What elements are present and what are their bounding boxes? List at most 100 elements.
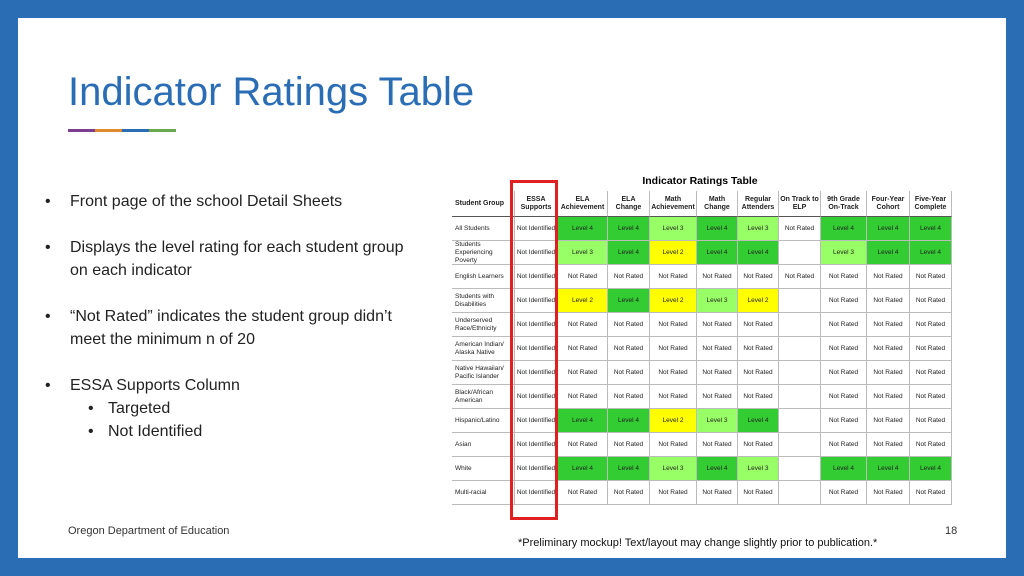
cell xyxy=(779,481,821,505)
cell: Level 2 xyxy=(738,289,779,313)
cell: Not Rated xyxy=(697,265,738,289)
accent xyxy=(122,129,149,132)
cell: Level 3 xyxy=(738,457,779,481)
cell: Not Rated xyxy=(650,361,697,385)
row-label: English Learners xyxy=(452,265,515,289)
cell: Not Rated xyxy=(608,313,650,337)
cell: Level 4 xyxy=(608,289,650,313)
cell xyxy=(779,385,821,409)
cell: Level 3 xyxy=(697,409,738,433)
bullet: Displays the level rating for each stude… xyxy=(45,236,405,282)
cell: Not Rated xyxy=(558,385,608,409)
cell: Not Rated xyxy=(910,481,952,505)
cell: Not Rated xyxy=(910,265,952,289)
cell: Level 4 xyxy=(821,457,867,481)
cell: Not Rated xyxy=(650,313,697,337)
cell: Level 3 xyxy=(558,241,608,265)
cell: Not Rated xyxy=(910,361,952,385)
cell: Not Rated xyxy=(867,433,910,457)
cell: Level 2 xyxy=(650,289,697,313)
cell: Not Rated xyxy=(821,337,867,361)
bullet: Front page of the school Detail Sheets xyxy=(45,190,405,213)
row-label: American Indian/ Alaska Native xyxy=(452,337,515,361)
cell: Not Rated xyxy=(821,433,867,457)
cell xyxy=(779,433,821,457)
cell: Not Rated xyxy=(738,313,779,337)
cell: Not Rated xyxy=(867,337,910,361)
cell xyxy=(779,289,821,313)
row-label: Students Experiencing Poverty xyxy=(452,241,515,265)
cell: Not Rated xyxy=(910,385,952,409)
cell: Level 3 xyxy=(650,457,697,481)
cell: Not Rated xyxy=(738,265,779,289)
cell: Not Rated xyxy=(779,217,821,241)
cell: Level 4 xyxy=(558,217,608,241)
header-cell: Five-Year Complete xyxy=(910,191,952,217)
sub-bullet: Targeted xyxy=(70,397,405,420)
cell: Level 4 xyxy=(738,241,779,265)
cell xyxy=(779,409,821,433)
cell: Level 2 xyxy=(650,241,697,265)
cell: Level 4 xyxy=(821,217,867,241)
cell: Not Rated xyxy=(558,361,608,385)
header-cell: On Track to ELP xyxy=(779,191,821,217)
cell xyxy=(779,313,821,337)
cell: Level 4 xyxy=(910,241,952,265)
row-label: Underserved Race/Ethnicity xyxy=(452,313,515,337)
bullet-text: ESSA Supports Column xyxy=(70,377,240,394)
cell xyxy=(779,457,821,481)
cell: Level 2 xyxy=(650,409,697,433)
cell: Not Rated xyxy=(910,313,952,337)
cell: Level 3 xyxy=(650,217,697,241)
cell: Not Rated xyxy=(910,433,952,457)
cell: Not Rated xyxy=(558,313,608,337)
cell xyxy=(779,241,821,265)
cell: Not Rated xyxy=(608,481,650,505)
cell: Level 4 xyxy=(867,217,910,241)
bullet-list: Front page of the school Detail Sheets Di… xyxy=(45,190,405,466)
cell: Not Rated xyxy=(821,313,867,337)
cell: Level 4 xyxy=(608,409,650,433)
cell xyxy=(779,361,821,385)
note: *Preliminary mockup! Text/layout may cha… xyxy=(518,537,878,549)
row-label: All Students xyxy=(452,217,515,241)
cell: Not Rated xyxy=(867,289,910,313)
cell: Not Rated xyxy=(738,433,779,457)
cell: Not Rated xyxy=(558,481,608,505)
cell: Level 4 xyxy=(697,217,738,241)
cell: Level 4 xyxy=(608,241,650,265)
cell: Not Rated xyxy=(821,265,867,289)
cell: Not Rated xyxy=(608,433,650,457)
row-label: White xyxy=(452,457,515,481)
cell: Not Rated xyxy=(738,481,779,505)
cell: Level 2 xyxy=(558,289,608,313)
cell: Not Rated xyxy=(608,361,650,385)
cell: Level 4 xyxy=(738,409,779,433)
bullet: “Not Rated” indicates the student group … xyxy=(45,305,405,351)
highlight-box xyxy=(510,180,558,520)
header-cell: Student Group xyxy=(452,191,515,217)
cell: Not Rated xyxy=(650,481,697,505)
cell: Not Rated xyxy=(697,481,738,505)
bullet-text: Front page of the school Detail Sheets xyxy=(70,193,343,210)
cell: Not Rated xyxy=(608,265,650,289)
table-title: Indicator Ratings Table xyxy=(642,175,758,187)
bullet-text: “Not Rated” indicates the student group … xyxy=(70,308,392,348)
cell: Level 4 xyxy=(867,241,910,265)
cell: Not Rated xyxy=(608,337,650,361)
cell: Not Rated xyxy=(867,361,910,385)
cell: Not Rated xyxy=(738,337,779,361)
cell: Not Rated xyxy=(738,361,779,385)
cell: Not Rated xyxy=(558,433,608,457)
row-label: Native Hawaiian/ Pacific Islander xyxy=(452,361,515,385)
cell: Not Rated xyxy=(867,265,910,289)
row-label: Students with Disabilities xyxy=(452,289,515,313)
cell: Not Rated xyxy=(608,385,650,409)
cell: Not Rated xyxy=(910,337,952,361)
cell: Not Rated xyxy=(821,385,867,409)
cell: Not Rated xyxy=(779,265,821,289)
row-label: Black/African American xyxy=(452,385,515,409)
cell: Not Rated xyxy=(650,265,697,289)
cell: Not Rated xyxy=(697,433,738,457)
